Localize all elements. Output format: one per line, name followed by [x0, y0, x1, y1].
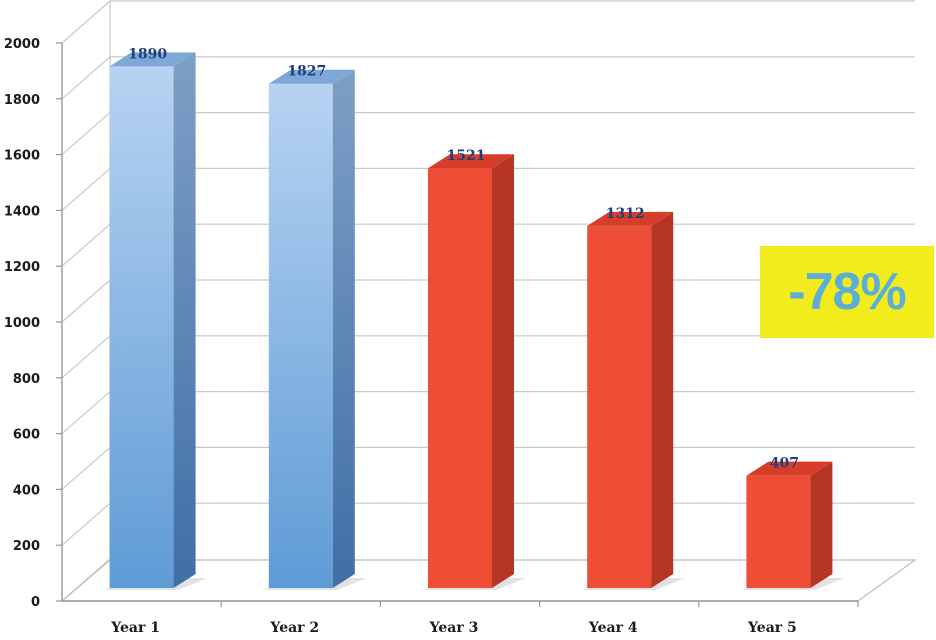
bar-side	[810, 461, 833, 588]
bar-4	[587, 211, 674, 588]
x-tick-label: Year 3	[429, 620, 479, 636]
gridline-side	[61, 391, 111, 435]
y-tick-label: 1800	[4, 93, 40, 108]
bar-front	[428, 168, 492, 589]
y-tick-label: 200	[13, 539, 40, 554]
x-tick-label: Year 4	[588, 620, 638, 636]
bar-top	[109, 52, 196, 67]
bar-1	[109, 52, 196, 589]
data-label: 407	[770, 456, 799, 472]
percent-change-text: -78%	[788, 263, 906, 321]
data-label: 1521	[447, 148, 486, 164]
bar-front	[746, 475, 811, 588]
bar-top	[746, 461, 833, 476]
bar-side	[173, 52, 196, 589]
bars	[105, 52, 845, 590]
data-label: 1312	[606, 206, 645, 222]
percent-change-callout: -78%	[760, 246, 934, 338]
data-labels: 1890 1827 1521 1312 407	[128, 46, 799, 471]
y-tick-label: 0	[31, 595, 40, 610]
y-tick-label: 1600	[4, 149, 40, 164]
y-tick-label: 400	[13, 483, 40, 498]
axes	[56, 42, 859, 607]
bar-front	[109, 66, 174, 589]
bar-side	[492, 154, 514, 589]
gridline-side	[61, 167, 111, 211]
x-axis-ticks: Year 1 Year 2 Year 3 Year 4 Year 5	[110, 620, 797, 636]
gridline-side	[61, 56, 111, 100]
y-tick-label: 600	[13, 428, 40, 443]
y-tick-label: 1000	[4, 316, 40, 331]
y-tick-label: 1400	[4, 204, 40, 219]
bar-top	[428, 154, 514, 169]
bar-2	[268, 69, 355, 589]
gridline-side	[61, 0, 111, 44]
gridline-side	[61, 502, 111, 546]
x-tick-label: Year 2	[269, 620, 319, 636]
x-tick-label: Year 5	[747, 620, 797, 636]
gridline-side	[61, 446, 111, 490]
bar-side	[332, 69, 355, 589]
bar-front	[268, 83, 333, 589]
y-axis-ticks: 0 200 400 600 800 1000 1200 1400 1600 1800 2000	[4, 37, 40, 610]
bar-3	[428, 154, 514, 589]
gridline-side	[61, 335, 111, 379]
data-label: 1890	[128, 46, 167, 62]
bar-front	[587, 225, 652, 588]
bar-side	[651, 211, 674, 588]
bar-5	[746, 461, 833, 588]
y-tick-label: 1200	[4, 260, 40, 275]
gridline-side	[61, 223, 111, 267]
bar-top	[587, 211, 674, 226]
y-tick-label: 2000	[4, 37, 40, 52]
data-label: 1827	[287, 64, 326, 80]
gridline-side	[61, 112, 111, 156]
bar-top	[268, 69, 355, 84]
gridline-side	[61, 279, 111, 323]
x-tick-label: Year 1	[110, 620, 160, 636]
y-tick-label: 800	[13, 372, 40, 387]
